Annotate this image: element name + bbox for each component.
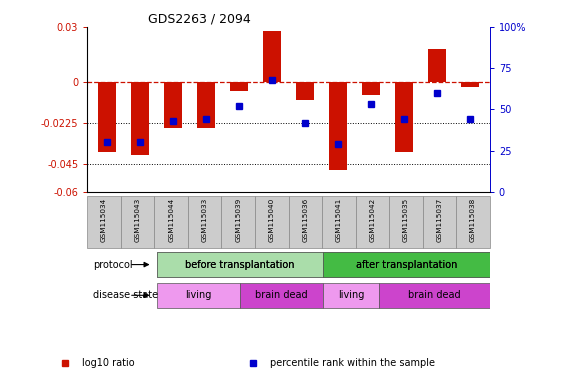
Text: disease state: disease state [93, 290, 158, 300]
Bar [323, 252, 490, 277]
Text: after transplantation: after transplantation [356, 260, 457, 270]
Bar [395, 82, 413, 152]
Text: GSM115036: GSM115036 [302, 197, 309, 242]
Text: after transplantation: after transplantation [356, 260, 457, 270]
Bar [289, 196, 322, 248]
Bar [197, 82, 215, 128]
Text: GSM115034: GSM115034 [101, 197, 107, 242]
Bar [157, 283, 240, 308]
Text: GSM115035: GSM115035 [403, 197, 409, 242]
Bar [154, 196, 188, 248]
Bar [87, 196, 121, 248]
Text: GSM115037: GSM115037 [436, 197, 443, 242]
Bar [188, 196, 221, 248]
Bar [461, 82, 479, 88]
Bar [362, 82, 380, 95]
Text: GSM115040: GSM115040 [269, 197, 275, 242]
Text: log10 ratio: log10 ratio [82, 358, 135, 368]
Text: GSM115039: GSM115039 [235, 197, 241, 242]
Text: percentile rank within the sample: percentile rank within the sample [270, 358, 435, 368]
Text: GSM115042: GSM115042 [369, 197, 376, 242]
Bar [329, 82, 347, 170]
Text: GSM115041: GSM115041 [336, 197, 342, 242]
Text: GDS2263 / 2094: GDS2263 / 2094 [148, 13, 251, 26]
Bar [379, 283, 490, 308]
Text: before transplantation: before transplantation [185, 260, 294, 270]
Text: GSM115044: GSM115044 [168, 197, 174, 242]
Text: living: living [338, 290, 364, 300]
Bar [323, 283, 379, 308]
Bar [240, 283, 323, 308]
Text: brain dead: brain dead [255, 290, 308, 300]
Bar [456, 196, 490, 248]
Bar [323, 252, 490, 277]
Text: before transplantation: before transplantation [185, 260, 294, 270]
Bar [157, 252, 323, 277]
Bar [322, 196, 356, 248]
Bar [121, 196, 154, 248]
Bar [423, 196, 456, 248]
Text: living: living [185, 290, 212, 300]
Bar [164, 82, 182, 128]
Bar [263, 31, 281, 82]
Bar [131, 82, 149, 155]
Bar [221, 196, 255, 248]
Bar [230, 82, 248, 91]
Bar [389, 196, 423, 248]
Bar [157, 252, 323, 277]
Bar [428, 49, 446, 82]
Bar [98, 82, 116, 152]
Text: protocol: protocol [93, 260, 132, 270]
Bar [255, 196, 289, 248]
Bar [356, 196, 389, 248]
Bar [296, 82, 314, 100]
Text: brain dead: brain dead [408, 290, 461, 300]
Text: GSM115043: GSM115043 [135, 197, 141, 242]
Text: GSM115033: GSM115033 [202, 197, 208, 242]
Text: GSM115038: GSM115038 [470, 197, 476, 242]
